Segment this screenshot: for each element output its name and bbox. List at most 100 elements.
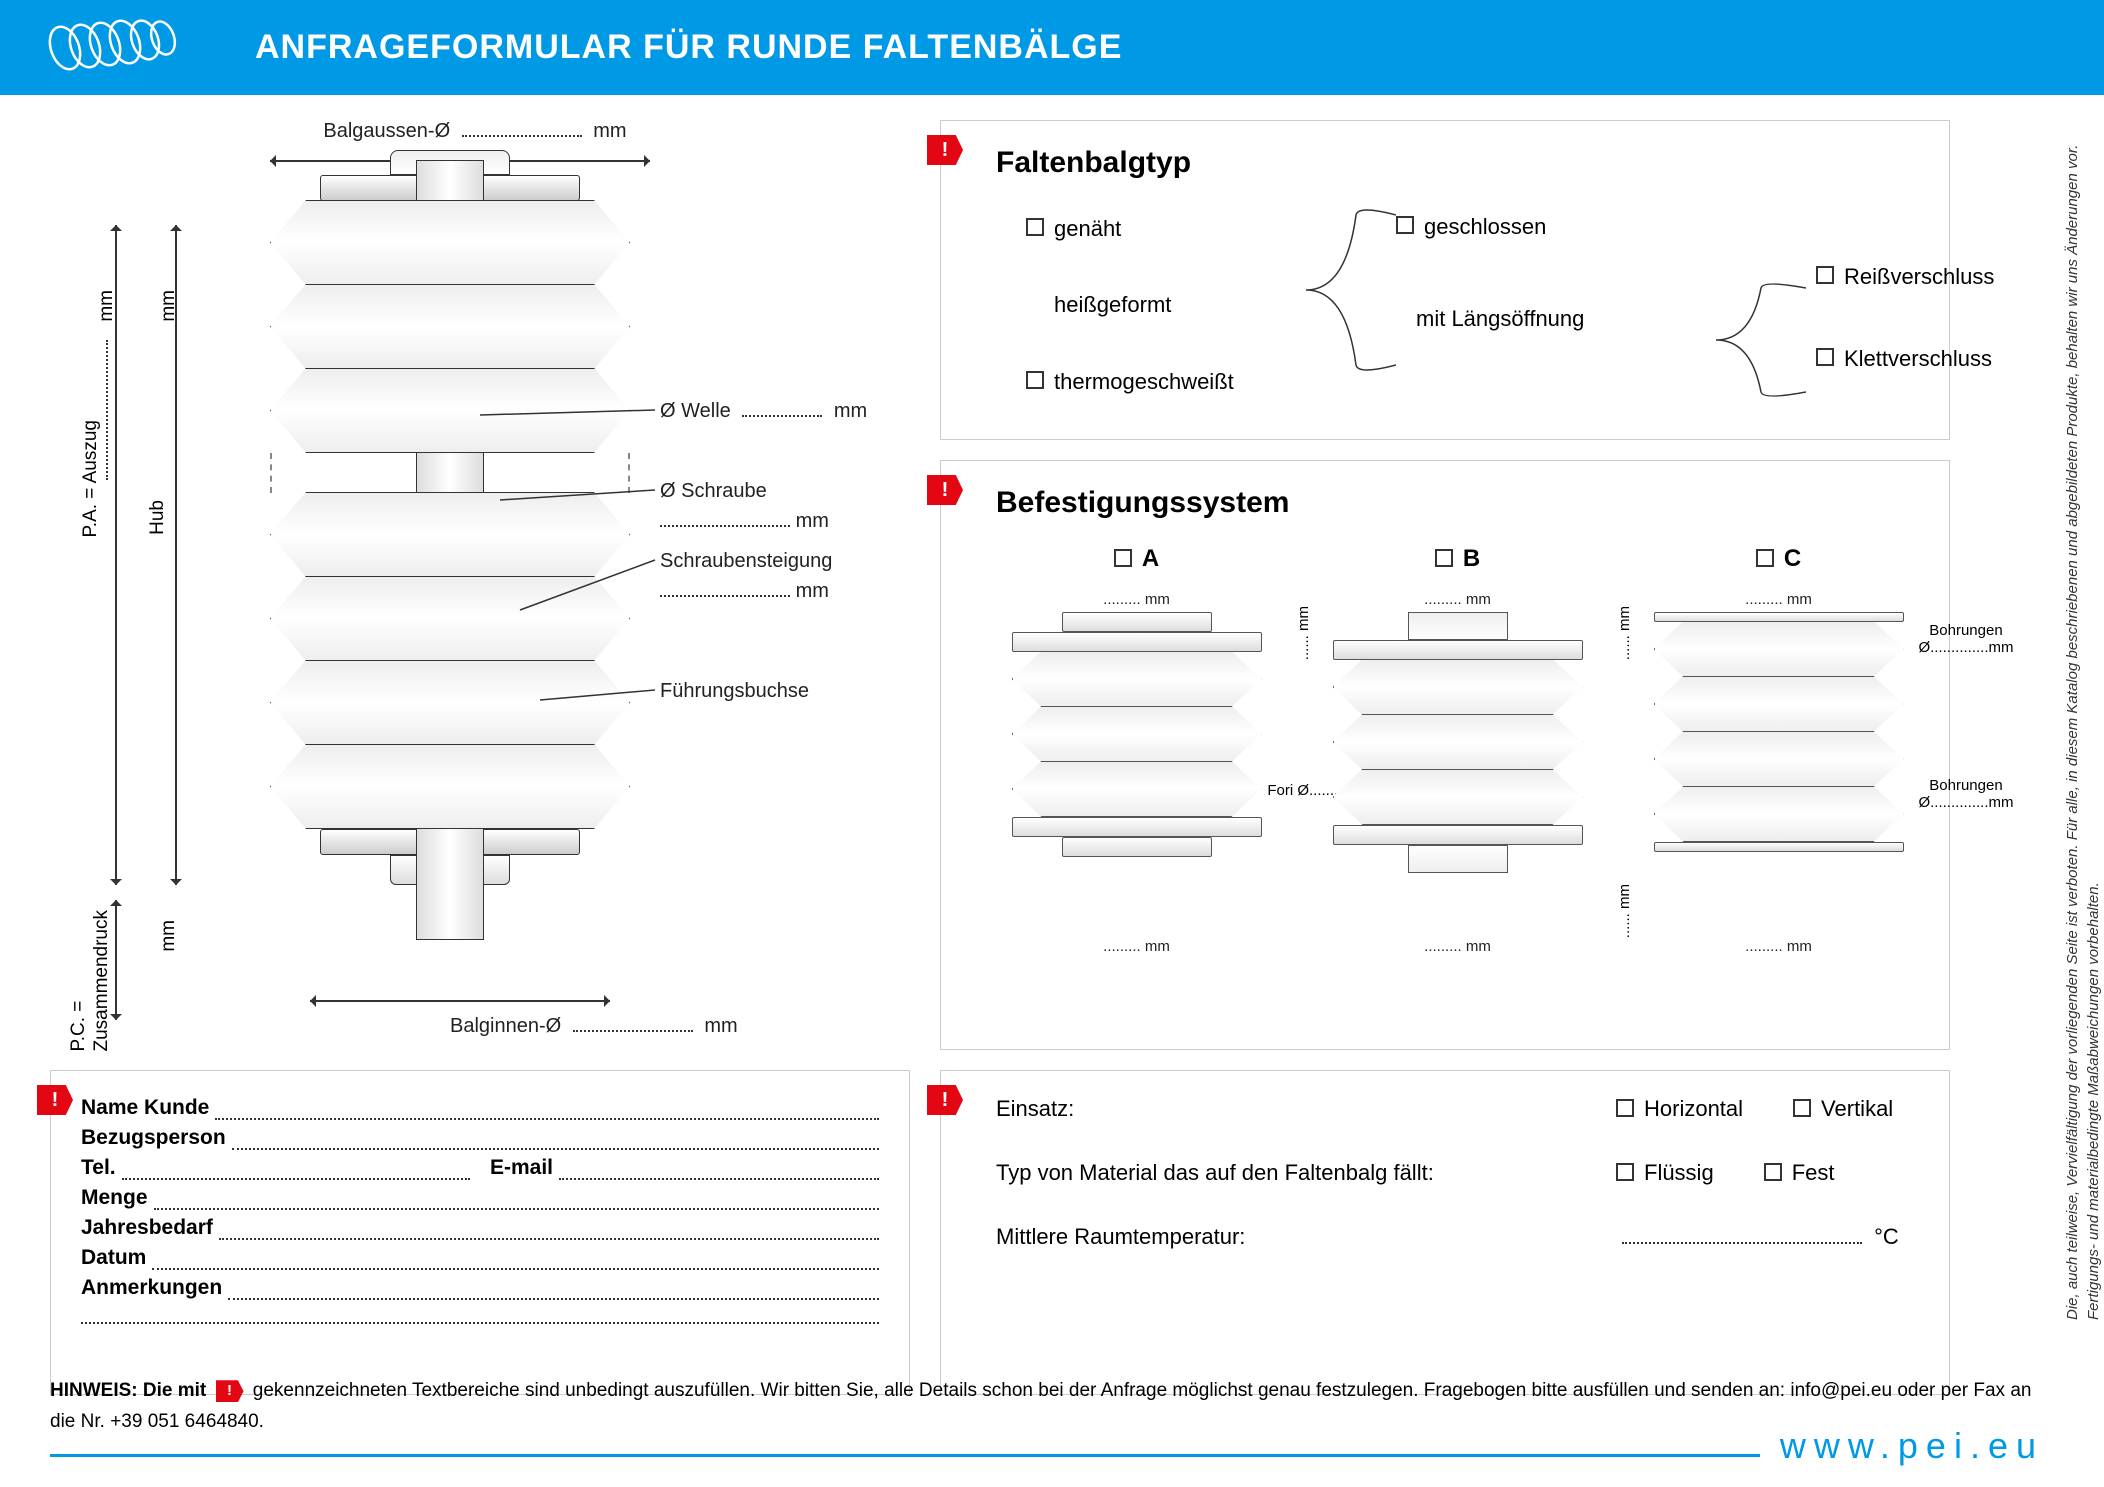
checkbox-klett[interactable]: Klettverschluss <box>1816 335 1992 383</box>
required-marker-icon: ! <box>216 1380 244 1402</box>
checkbox-horizontal[interactable]: Horizontal <box>1616 1096 1743 1122</box>
website-link[interactable]: www.pei.eu <box>1760 1425 2044 1467</box>
footer-rule <box>50 1454 2044 1457</box>
checkbox-fix-c[interactable]: C <box>1638 545 1919 573</box>
usage-panel: ! Einsatz: Horizontal Vertikal Typ von M… <box>940 1070 1950 1395</box>
label-balginnen: Balginnen-Ø <box>450 1015 561 1037</box>
label-pc2: Zusammendruck <box>91 910 112 1052</box>
unit-mm: mm <box>96 290 118 322</box>
unit-mm: mm <box>158 920 180 952</box>
label-temp: Mittlere Raumtemperatur: <box>996 1224 1616 1250</box>
label-jahr: Jahresbedarf <box>81 1216 213 1240</box>
footer-note: HINWEIS: Die mit ! gekennzeichneten Text… <box>50 1376 2044 1437</box>
label-name: Name Kunde <box>81 1096 209 1120</box>
label-fluessig: Flüssig <box>1644 1160 1714 1185</box>
input-tel[interactable] <box>122 1162 470 1180</box>
unit-mm: mm <box>1989 639 2014 656</box>
checkbox-reiss[interactable]: Reißverschluss <box>1816 253 1994 301</box>
checkbox-thermo[interactable]: thermogeschweißt <box>1026 358 1306 406</box>
input-datum[interactable] <box>152 1252 879 1270</box>
label-hub: Hub <box>147 500 169 535</box>
header-bar: ANFRAGEFORMULAR FÜR RUNDE FALTENBÄLGE <box>0 0 2104 95</box>
checkbox-vertikal[interactable]: Vertikal <box>1793 1096 1893 1122</box>
label-vertikal: Vertikal <box>1821 1096 1893 1121</box>
unit-mm: mm <box>158 290 180 322</box>
unit-mm: mm <box>796 580 829 602</box>
customer-panel: ! Name Kunde Bezugsperson Tel. E-mail Me… <box>50 1070 910 1395</box>
unit-mm: mm <box>1145 591 1170 608</box>
title-type: Faltenbalgtyp <box>971 146 1919 180</box>
label-datum: Datum <box>81 1246 146 1270</box>
label-balgaussen: Balgaussen-Ø <box>323 120 450 142</box>
label-tel: Tel. <box>81 1156 116 1180</box>
label-reiss: Reißverschluss <box>1844 253 1994 301</box>
label-horizontal: Horizontal <box>1644 1096 1743 1121</box>
label-einsatz: Einsatz: <box>996 1096 1616 1122</box>
label-fest: Fest <box>1792 1160 1835 1185</box>
label-fix-c: C <box>1784 545 1801 572</box>
footer-prefix: HINWEIS: Die mit <box>50 1380 206 1401</box>
label-heissgeformt: heißgeformt <box>1026 281 1306 329</box>
label-geschlossen: geschlossen <box>1424 203 1546 251</box>
unit-mm: mm <box>1616 884 1633 909</box>
label-steigung: Schraubensteigung <box>660 550 832 573</box>
unit-mm: mm <box>593 120 626 142</box>
checkbox-fluessig[interactable]: Flüssig <box>1616 1160 1714 1186</box>
footer-text: gekennzeichneten Textbereiche sind unbed… <box>50 1380 2031 1431</box>
checkbox-fix-a[interactable]: A <box>996 545 1277 573</box>
input-person[interactable] <box>232 1132 879 1150</box>
checkbox-fix-b[interactable]: B <box>1317 545 1598 573</box>
required-marker-icon: ! <box>37 1085 73 1115</box>
checkbox-genaeht[interactable]: genäht <box>1026 205 1306 253</box>
unit-degc: °C <box>1874 1224 1899 1249</box>
page-title: ANFRAGEFORMULAR FÜR RUNDE FALTENBÄLGE <box>255 28 1122 67</box>
type-panel: ! Faltenbalgtyp genäht heißgeformt therm… <box>940 120 1950 440</box>
input-name[interactable] <box>215 1102 879 1120</box>
label-bohr: Bohrungen <box>1929 777 2002 794</box>
logo-icon <box>25 0 205 95</box>
unit-mm: mm <box>1787 938 1812 955</box>
label-bohr: Bohrungen <box>1929 622 2002 639</box>
mini-diagram-a: ...... mm Fori Ø.........mm <box>1012 612 1262 932</box>
label-bohr2: Ø <box>1918 794 1930 811</box>
unit-mm: mm <box>1616 606 1633 631</box>
checkbox-fest[interactable]: Fest <box>1764 1160 1835 1186</box>
label-anm: Anmerkungen <box>81 1276 222 1300</box>
label-klett: Klettverschluss <box>1844 335 1992 383</box>
side-disclaimer: Die, auch teilweise, Vervielfältigung de… <box>2062 140 2092 1320</box>
input-anm[interactable] <box>228 1282 879 1300</box>
required-marker-icon: ! <box>927 1085 963 1115</box>
required-marker-icon: ! <box>927 135 963 165</box>
unit-mm: mm <box>1466 591 1491 608</box>
checkbox-geschlossen[interactable]: geschlossen <box>1396 203 1546 251</box>
label-buchse: Führungsbuchse <box>660 680 809 703</box>
fixing-panel: ! Befestigungssystem A ......... mm ....… <box>940 460 1950 1050</box>
label-genaeht: genäht <box>1054 205 1121 253</box>
input-menge[interactable] <box>154 1192 879 1210</box>
label-fix-a: A <box>1142 545 1159 572</box>
label-bohr2: Ø <box>1918 639 1930 656</box>
technical-diagram: Balgaussen-Ø mm Ø Welle mm <box>50 120 910 1050</box>
unit-mm: mm <box>704 1015 737 1037</box>
label-fix-b: B <box>1463 545 1480 572</box>
label-fori: Fori Ø <box>1267 782 1309 799</box>
input-jahr[interactable] <box>219 1222 879 1240</box>
label-laengs: mit Längsöffnung <box>1416 295 1584 343</box>
label-material: Typ von Material das auf den Faltenbalg … <box>996 1160 1616 1186</box>
bracket-icon <box>1716 280 1806 400</box>
unit-mm: mm <box>834 400 867 422</box>
label-welle: Ø Welle <box>660 400 731 422</box>
input-anm2[interactable] <box>81 1306 879 1324</box>
required-marker-icon: ! <box>927 475 963 505</box>
mini-diagram-c: BohrungenØ..............mm BohrungenØ...… <box>1654 612 1904 932</box>
bracket-icon <box>1306 205 1396 375</box>
unit-mm: mm <box>1989 794 2014 811</box>
input-temp[interactable] <box>1622 1242 1862 1244</box>
label-email: E-mail <box>490 1156 553 1180</box>
mini-diagram-b: ...... mm ...... mm <box>1333 612 1583 932</box>
unit-mm: mm <box>1466 938 1491 955</box>
unit-mm: mm <box>1787 591 1812 608</box>
title-fixing: Befestigungssystem <box>971 486 1919 520</box>
input-email[interactable] <box>559 1162 879 1180</box>
unit-mm: mm <box>1145 938 1170 955</box>
